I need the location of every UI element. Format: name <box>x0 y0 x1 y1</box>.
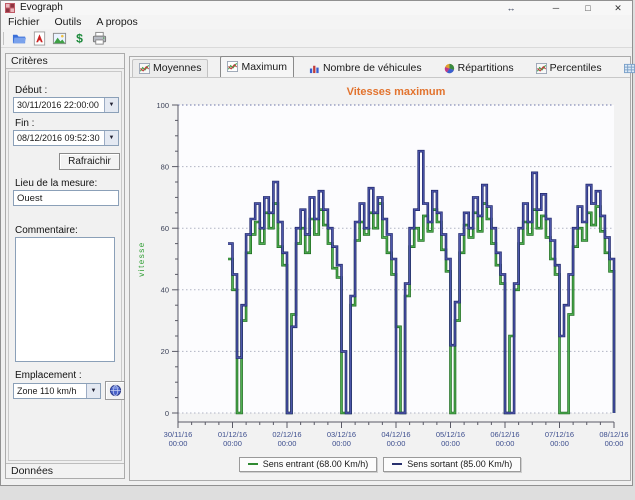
toolbar: $ <box>1 29 632 48</box>
tab-percentiles[interactable]: Percentiles <box>529 59 609 77</box>
chevron-down-icon[interactable]: ▼ <box>104 98 118 112</box>
tab-label: Répartitions <box>458 62 514 74</box>
lieu-input[interactable]: Ouest <box>13 190 119 206</box>
tab-repartitions[interactable]: Répartitions <box>437 59 521 77</box>
svg-text:08/12/16: 08/12/16 <box>599 430 628 439</box>
criteria-section-header[interactable]: Critères <box>6 54 124 69</box>
tab-label: Maximum <box>241 61 287 73</box>
globe-icon <box>109 384 122 397</box>
lieu-label: Lieu de la mesure: <box>15 178 97 189</box>
maximize-button[interactable]: □ <box>578 1 598 15</box>
tab-label: Percentiles <box>550 62 602 74</box>
fin-datetime-value: 08/12/2016 09:52:30 <box>14 131 104 145</box>
svg-text:40: 40 <box>161 286 169 295</box>
emplacement-label: Emplacement : <box>15 370 82 381</box>
svg-text:00:00: 00:00 <box>496 439 515 448</box>
svg-text:00:00: 00:00 <box>387 439 406 448</box>
svg-text:07/12/16: 07/12/16 <box>545 430 574 439</box>
commentaire-textarea[interactable] <box>15 237 115 362</box>
svg-text:06/12/16: 06/12/16 <box>490 430 519 439</box>
svg-text:60: 60 <box>161 224 169 233</box>
main-panel: Moyennes Maximum Nombre de véhicules <box>129 56 631 481</box>
resize-indicator-icon: ↔ <box>501 1 521 15</box>
title-bar: Evograph ↔ ─ □ ✕ <box>1 1 632 15</box>
legend-label: Sens entrant (68.00 Km/h) <box>263 459 369 469</box>
table-icon <box>624 63 635 74</box>
emplacement-globe-button[interactable] <box>105 381 125 400</box>
print-icon[interactable] <box>91 30 107 46</box>
image-export-icon[interactable] <box>51 30 67 46</box>
tab-bar: Moyennes Maximum Nombre de véhicules <box>130 57 630 78</box>
tab-donnees[interactable]: Données <box>617 59 635 77</box>
line-chart-icon <box>536 63 547 74</box>
svg-text:Vitesses maximum: Vitesses maximum <box>347 86 446 98</box>
pdf-export-icon[interactable] <box>31 30 47 46</box>
svg-text:00:00: 00:00 <box>550 439 569 448</box>
criteria-sidebar: Critères Début : 30/11/2016 22:00:00 ▼ F… <box>5 53 125 479</box>
svg-text:00:00: 00:00 <box>441 439 460 448</box>
svg-text:00:00: 00:00 <box>223 439 242 448</box>
legend-label: Sens sortant (85.00 Km/h) <box>407 459 512 469</box>
debut-label: Début : <box>15 85 47 96</box>
svg-text:80: 80 <box>161 162 169 171</box>
svg-text:20: 20 <box>161 347 169 356</box>
menu-a-propos[interactable]: A propos <box>96 16 137 28</box>
menu-bar: Fichier Outils A propos <box>1 15 632 29</box>
close-button[interactable]: ✕ <box>608 1 628 15</box>
svg-text:02/12/16: 02/12/16 <box>272 430 301 439</box>
svg-text:00:00: 00:00 <box>332 439 351 448</box>
svg-text:$: $ <box>76 31 83 45</box>
legend-sens-sortant[interactable]: Sens sortant (85.00 Km/h) <box>383 457 521 472</box>
svg-text:100: 100 <box>156 101 169 110</box>
pie-chart-icon <box>444 63 455 74</box>
emplacement-select[interactable]: Zone 110 km/h ▼ <box>13 383 101 399</box>
legend-dash-blue <box>392 463 402 465</box>
svg-text:04/12/16: 04/12/16 <box>381 430 410 439</box>
menu-outils[interactable]: Outils <box>55 16 82 28</box>
svg-text:01/12/16: 01/12/16 <box>218 430 247 439</box>
debut-datetime-value: 30/11/2016 22:00:00 <box>14 98 104 112</box>
fin-datetime-select[interactable]: 08/12/2016 09:52:30 ▼ <box>13 130 119 146</box>
bar-chart-icon <box>309 63 320 74</box>
donnees-section-header[interactable]: Données <box>6 463 124 478</box>
svg-text:03/12/16: 03/12/16 <box>327 430 356 439</box>
minimize-button[interactable]: ─ <box>546 1 566 15</box>
desktop-area <box>0 487 635 500</box>
svg-text:vitesse: vitesse <box>137 241 146 276</box>
tab-moyennes[interactable]: Moyennes <box>132 59 208 77</box>
tab-label: Nombre de véhicules <box>323 62 422 74</box>
refresh-button[interactable]: Rafraichir <box>59 153 120 170</box>
svg-text:30/11/16: 30/11/16 <box>164 430 193 439</box>
svg-text:0: 0 <box>165 409 169 418</box>
chevron-down-icon[interactable]: ▼ <box>86 384 100 398</box>
line-chart-icon <box>227 61 238 72</box>
app-window: Evograph ↔ ─ □ ✕ Fichier Outils A propos <box>0 0 633 486</box>
svg-text:00:00: 00:00 <box>278 439 297 448</box>
tab-nombre-de-vehicules[interactable]: Nombre de véhicules <box>302 59 429 77</box>
fin-label: Fin : <box>15 118 34 129</box>
chevron-down-icon[interactable]: ▼ <box>104 131 118 145</box>
debut-datetime-select[interactable]: 30/11/2016 22:00:00 ▼ <box>13 97 119 113</box>
legend-sens-entrant[interactable]: Sens entrant (68.00 Km/h) <box>239 457 378 472</box>
menu-fichier[interactable]: Fichier <box>8 16 40 28</box>
chart-legend: Sens entrant (68.00 Km/h) Sens sortant (… <box>130 457 630 472</box>
app-icon <box>5 3 15 13</box>
svg-text:05/12/16: 05/12/16 <box>436 430 465 439</box>
legend-dash-green <box>248 463 258 465</box>
window-title: Evograph <box>20 2 63 13</box>
svg-text:00:00: 00:00 <box>605 439 624 448</box>
excel-export-icon[interactable]: $ <box>71 30 87 46</box>
speed-chart[interactable]: 02040608010030/11/1600:0001/12/1600:0002… <box>130 80 630 457</box>
toolbar-grip <box>3 32 4 45</box>
tab-label: Moyennes <box>153 62 201 74</box>
line-chart-icon <box>139 63 150 74</box>
emplacement-value: Zone 110 km/h <box>14 384 86 398</box>
commentaire-label: Commentaire: <box>15 225 78 236</box>
open-folder-icon[interactable] <box>11 30 27 46</box>
svg-text:00:00: 00:00 <box>169 439 188 448</box>
tab-maximum[interactable]: Maximum <box>220 56 294 77</box>
